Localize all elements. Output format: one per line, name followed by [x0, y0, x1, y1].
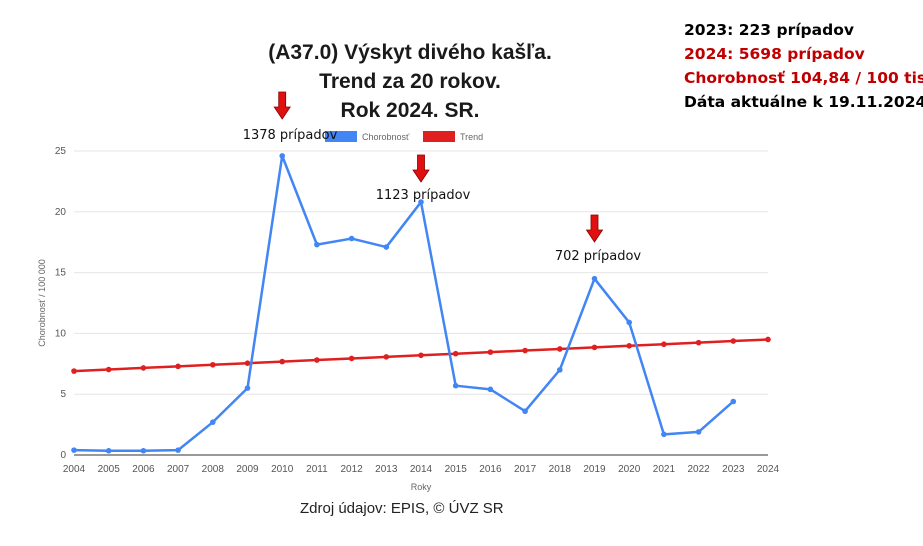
data-source: Zdroj údajov: EPIS, © ÚVZ SR [300, 500, 504, 517]
x-tick-label: 2008 [202, 464, 225, 475]
x-tick-label: 2024 [757, 464, 780, 475]
data-point-Chorobnosť [730, 398, 737, 405]
data-point-Trend [244, 360, 251, 366]
x-tick-label: 2022 [687, 464, 710, 475]
legend-swatch-Chorobnosť [325, 131, 357, 142]
annotation-label: 1123 prípadov [376, 188, 471, 203]
data-point-Trend [626, 343, 632, 349]
data-point-Chorobnosť [314, 241, 320, 248]
x-tick-label: 2009 [236, 464, 259, 475]
legend-swatch-Trend [423, 131, 455, 142]
x-tick-label: 2010 [271, 464, 294, 475]
info-morbidity: Chorobnosť 104,84 / 100 tis. [684, 69, 923, 87]
y-axis-label: Chorobnosť / 100 000 [37, 259, 47, 346]
data-point-Chorobnosť [244, 385, 251, 391]
annotation-arrow-icon [273, 91, 291, 120]
x-tick-label: 2017 [514, 464, 537, 475]
x-tick-label: 2005 [98, 464, 121, 475]
x-tick-label: 2007 [167, 464, 190, 475]
x-axis-label: Roky [411, 482, 432, 492]
data-point-Chorobnosť [418, 199, 424, 205]
series-line-Chorobnosť [73, 154, 735, 452]
data-point-Chorobnosť [210, 419, 216, 425]
data-point-Trend [730, 338, 737, 344]
x-tick-label: 2018 [549, 464, 572, 475]
x-tick-label: 2013 [375, 464, 398, 475]
data-point-Chorobnosť [487, 386, 494, 393]
data-point-Trend [348, 355, 355, 362]
data-point-Chorobnosť [105, 447, 112, 454]
annotation-arrow-icon [585, 214, 604, 243]
x-tick-label: 2019 [583, 464, 606, 475]
y-tick-label: 0 [60, 450, 66, 461]
x-tick-label: 2014 [410, 464, 433, 475]
data-point-Trend [140, 365, 147, 371]
info-data-date: Dáta aktuálne k 19.11.2024 [684, 93, 923, 111]
data-point-Chorobnosť [557, 367, 563, 373]
title-line-1: (A37.0) Výskyt divého kašľa. [268, 41, 552, 64]
data-point-Trend [314, 357, 320, 363]
x-tick-label: 2004 [63, 464, 86, 475]
y-tick-label: 15 [55, 268, 67, 279]
data-point-Trend [175, 363, 181, 370]
info-2024-cases: 2024: 5698 prípadov [684, 45, 865, 63]
data-point-Trend [765, 336, 771, 343]
x-tick-label: 2012 [340, 464, 363, 475]
data-point-Chorobnosť [71, 447, 77, 453]
info-2023-cases: 2023: 223 prípadov [684, 21, 854, 39]
data-point-Trend [591, 344, 598, 351]
data-point-Trend [522, 347, 528, 354]
y-tick-label: 25 [55, 146, 67, 157]
legend-label-Chorobnosť: Chorobnosť [362, 132, 410, 142]
x-tick-label: 2015 [445, 464, 468, 475]
info-box: 2023: 223 prípadov 2024: 5698 prípadov C… [684, 18, 923, 114]
data-point-Chorobnosť [626, 319, 632, 326]
data-point-Chorobnosť [175, 447, 181, 453]
annotation-label: 702 prípadov [555, 249, 642, 264]
x-tick-label: 2006 [132, 464, 155, 475]
data-point-Trend [71, 368, 77, 374]
x-tick-label: 2016 [479, 464, 502, 475]
y-tick-label: 5 [60, 389, 66, 400]
data-point-Chorobnosť [140, 447, 147, 454]
x-tick-label: 2011 [306, 464, 328, 475]
data-point-Trend [210, 361, 216, 368]
data-point-Trend [383, 354, 390, 360]
annotation-arrow-icon [412, 154, 430, 183]
data-point-Trend [105, 366, 112, 373]
data-point-Chorobnosť [522, 408, 528, 415]
data-point-Trend [557, 346, 563, 352]
x-tick-label: 2021 [653, 464, 676, 475]
data-point-Trend [487, 349, 494, 355]
x-tick-label: 2020 [618, 464, 641, 475]
data-point-Trend [452, 350, 459, 357]
legend-label-Trend: Trend [460, 132, 483, 142]
y-tick-label: 20 [55, 207, 67, 218]
data-point-Chorobnosť [661, 431, 667, 438]
title-line-3: Rok 2024. SR. [340, 99, 480, 122]
data-point-Chorobnosť [383, 244, 390, 250]
data-point-Chorobnosť [452, 382, 459, 389]
data-point-Chorobnosť [591, 275, 598, 282]
annotation-label: 1378 prípadov [243, 128, 338, 143]
x-tick-label: 2023 [722, 464, 745, 475]
title-line-2: Trend za 20 rokov. [319, 70, 501, 93]
data-point-Trend [279, 358, 286, 365]
data-point-Chorobnosť [695, 429, 702, 435]
data-point-Trend [661, 341, 667, 348]
data-point-Trend [418, 352, 424, 359]
data-point-Chorobnosť [348, 235, 355, 242]
chart-title: (A37.0) Výskyt divého kašľa. Trend za 20… [200, 38, 620, 125]
data-point-Chorobnosť [279, 153, 286, 159]
y-tick-label: 10 [55, 328, 67, 339]
data-point-Trend [695, 339, 702, 346]
